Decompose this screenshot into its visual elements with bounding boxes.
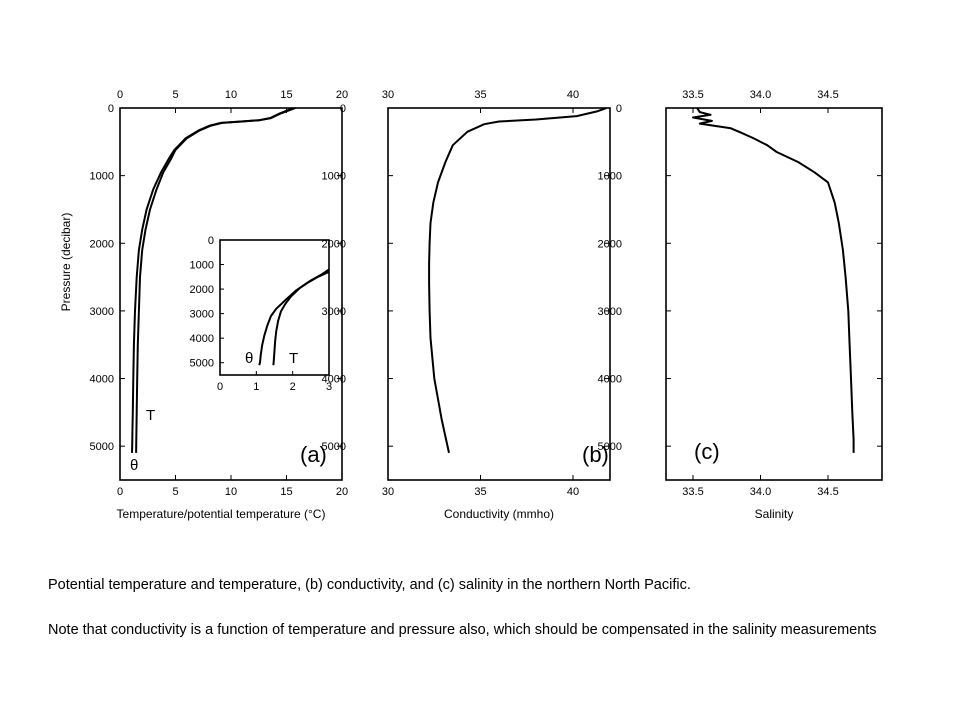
y-tick-label: 1000 xyxy=(322,171,346,183)
panel-b: 30 30 35 35 40 40 0 1000 2000 3000 4000 5000 (b) Cond… xyxy=(322,89,611,521)
panel-a-inset: 0 1 2 3 0 1000 2000 3000 4000 5000 θ T xyxy=(190,235,333,393)
panel-c: 33.5 33.5 34.0 34.0 34.5 34.5 0 1000 2000 3000 400… xyxy=(598,89,883,521)
y-tick-label: 0 xyxy=(616,103,622,115)
series-line-theta xyxy=(131,107,294,453)
curve-label: θ xyxy=(245,350,253,367)
y-tick-label: 3000 xyxy=(598,306,622,318)
y-tick-label: 3000 xyxy=(90,306,114,318)
y-tick-label: 1000 xyxy=(598,171,622,183)
series-line-c xyxy=(692,107,855,453)
x-tick-label: 40 xyxy=(567,89,579,101)
x-tick-label: 30 xyxy=(382,89,394,101)
x-tick-label: 30 xyxy=(382,486,394,498)
x-tick-label: 5 xyxy=(172,89,178,101)
figure: 0055101015152020010002000300040005000Tθ(… xyxy=(59,89,883,521)
y-tick-label: 0 xyxy=(340,103,346,115)
panel-label: (c) xyxy=(694,439,720,464)
x-tick-label: 35 xyxy=(474,89,486,101)
x-tick-label: 1 xyxy=(253,381,259,393)
x-tick-label: 2 xyxy=(290,381,296,393)
x-tick-label: 34.5 xyxy=(817,89,838,101)
y-tick-label: 0 xyxy=(208,235,214,247)
y-tick-label: 1000 xyxy=(190,260,214,272)
x-tick-label: 5 xyxy=(172,486,178,498)
x-tick-label: 10 xyxy=(225,89,237,101)
y-tick-label: 5000 xyxy=(598,441,622,453)
x-tick-label: 0 xyxy=(117,486,123,498)
y-tick-label: 5000 xyxy=(90,441,114,453)
panel-a: 0055101015152020010002000300040005000Tθ(… xyxy=(59,89,348,521)
x-tick-label: 3 xyxy=(326,381,332,393)
plot-frame xyxy=(387,107,611,481)
series-line-b xyxy=(428,107,607,454)
y-tick-label: 2000 xyxy=(322,238,346,250)
x-axis-label: Temperature/potential temperature (°C) xyxy=(117,507,326,521)
y-tick-label: 0 xyxy=(108,103,114,115)
y-tick-label: 2000 xyxy=(190,284,214,296)
y-tick-label: 4000 xyxy=(90,374,114,386)
y-tick-label: 5000 xyxy=(190,358,214,370)
x-tick-label: 10 xyxy=(225,486,237,498)
curve-label: T xyxy=(289,350,298,367)
x-tick-label: 34.0 xyxy=(750,486,771,498)
y-tick-label: 4000 xyxy=(190,333,214,345)
x-axis-label: Salinity xyxy=(755,507,794,521)
x-tick-label: 34.5 xyxy=(817,486,838,498)
x-tick-label: 40 xyxy=(567,486,579,498)
x-tick-label: 20 xyxy=(336,89,348,101)
curve-label: T xyxy=(146,407,155,424)
x-tick-label: 0 xyxy=(117,89,123,101)
y-tick-label: 4000 xyxy=(322,374,346,386)
y-axis-label: Pressure (decibar) xyxy=(59,213,73,312)
y-tick-label: 1000 xyxy=(90,171,114,183)
x-axis-label: Conductivity (mmho) xyxy=(444,507,554,521)
x-tick-label: 33.5 xyxy=(682,89,703,101)
curve-label: θ xyxy=(130,457,138,474)
plot-frame xyxy=(665,107,883,481)
x-tick-label: 33.5 xyxy=(682,486,703,498)
plot-frame xyxy=(219,239,330,376)
y-tick-label: 5000 xyxy=(322,441,346,453)
y-tick-label: 3000 xyxy=(190,309,214,321)
panel-label: (b) xyxy=(582,442,609,467)
y-tick-label: 2000 xyxy=(90,238,114,250)
y-tick-label: 3000 xyxy=(322,306,346,318)
panel-label: (a) xyxy=(300,442,327,467)
caption-line-1: Potential temperature and temperature, (… xyxy=(48,577,691,593)
x-tick-label: 0 xyxy=(217,381,223,393)
y-tick-label: 2000 xyxy=(598,238,622,250)
y-tick-label: 4000 xyxy=(598,374,622,386)
x-tick-label: 15 xyxy=(280,89,292,101)
x-tick-label: 35 xyxy=(474,486,486,498)
x-tick-label: 34.0 xyxy=(750,89,771,101)
caption-line-2: Note that conductivity is a function of … xyxy=(48,622,877,638)
x-tick-label: 15 xyxy=(280,486,292,498)
x-tick-label: 20 xyxy=(336,486,348,498)
series-line-t xyxy=(272,268,330,366)
